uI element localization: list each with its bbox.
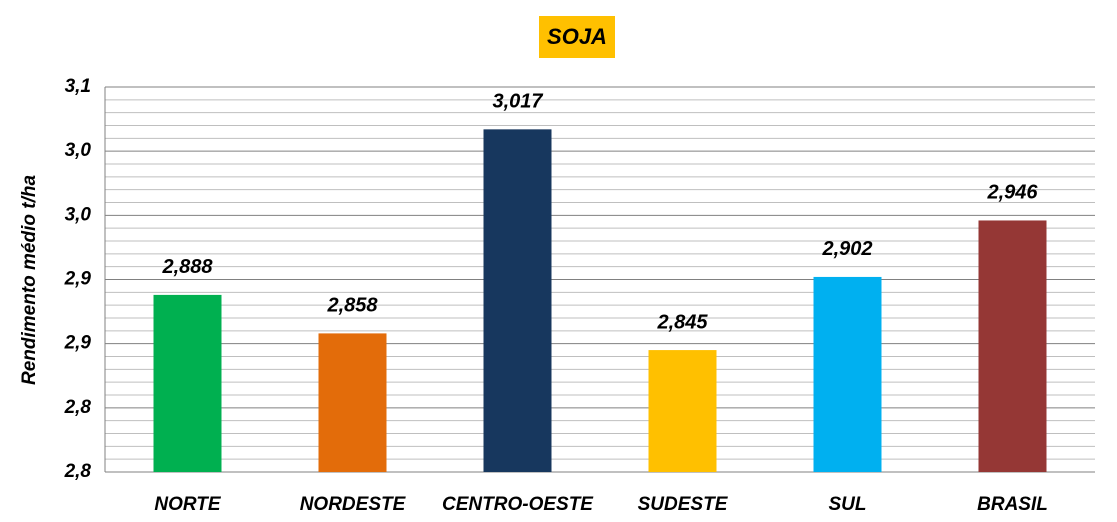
x-tick-label: NORTE <box>154 494 221 515</box>
bar <box>813 276 882 472</box>
bar <box>153 294 222 472</box>
x-tick-label: CENTRO-OESTE <box>442 494 594 515</box>
value-label: 2,858 <box>326 295 378 317</box>
y-tick-label: 2,8 <box>64 397 92 418</box>
y-tick-label: 3,0 <box>65 204 92 225</box>
y-tick-label: 3,1 <box>65 76 91 97</box>
value-label: 2,902 <box>821 238 872 260</box>
title-background <box>539 16 615 58</box>
x-tick-label: SUDESTE <box>638 494 729 515</box>
x-tick-label: NORDESTE <box>300 494 407 515</box>
value-label: 2,888 <box>161 256 213 278</box>
bar <box>318 333 387 472</box>
value-label: 3,017 <box>492 91 543 113</box>
y-tick-label: 3,0 <box>65 140 92 161</box>
x-tick-label: BRASIL <box>977 494 1048 515</box>
x-tick-label: SUL <box>829 494 867 515</box>
y-tick-label: 2,8 <box>64 461 92 482</box>
bar <box>483 129 552 472</box>
chart-title: SOJA <box>547 24 607 49</box>
value-label: 2,845 <box>656 311 708 333</box>
y-axis-label: Rendimento médio t/ha <box>19 175 40 386</box>
value-label: 2,946 <box>986 182 1038 204</box>
bar <box>978 220 1047 472</box>
bar <box>648 350 717 472</box>
y-tick-label: 2,9 <box>64 269 92 290</box>
y-tick-label: 2,9 <box>64 333 92 354</box>
